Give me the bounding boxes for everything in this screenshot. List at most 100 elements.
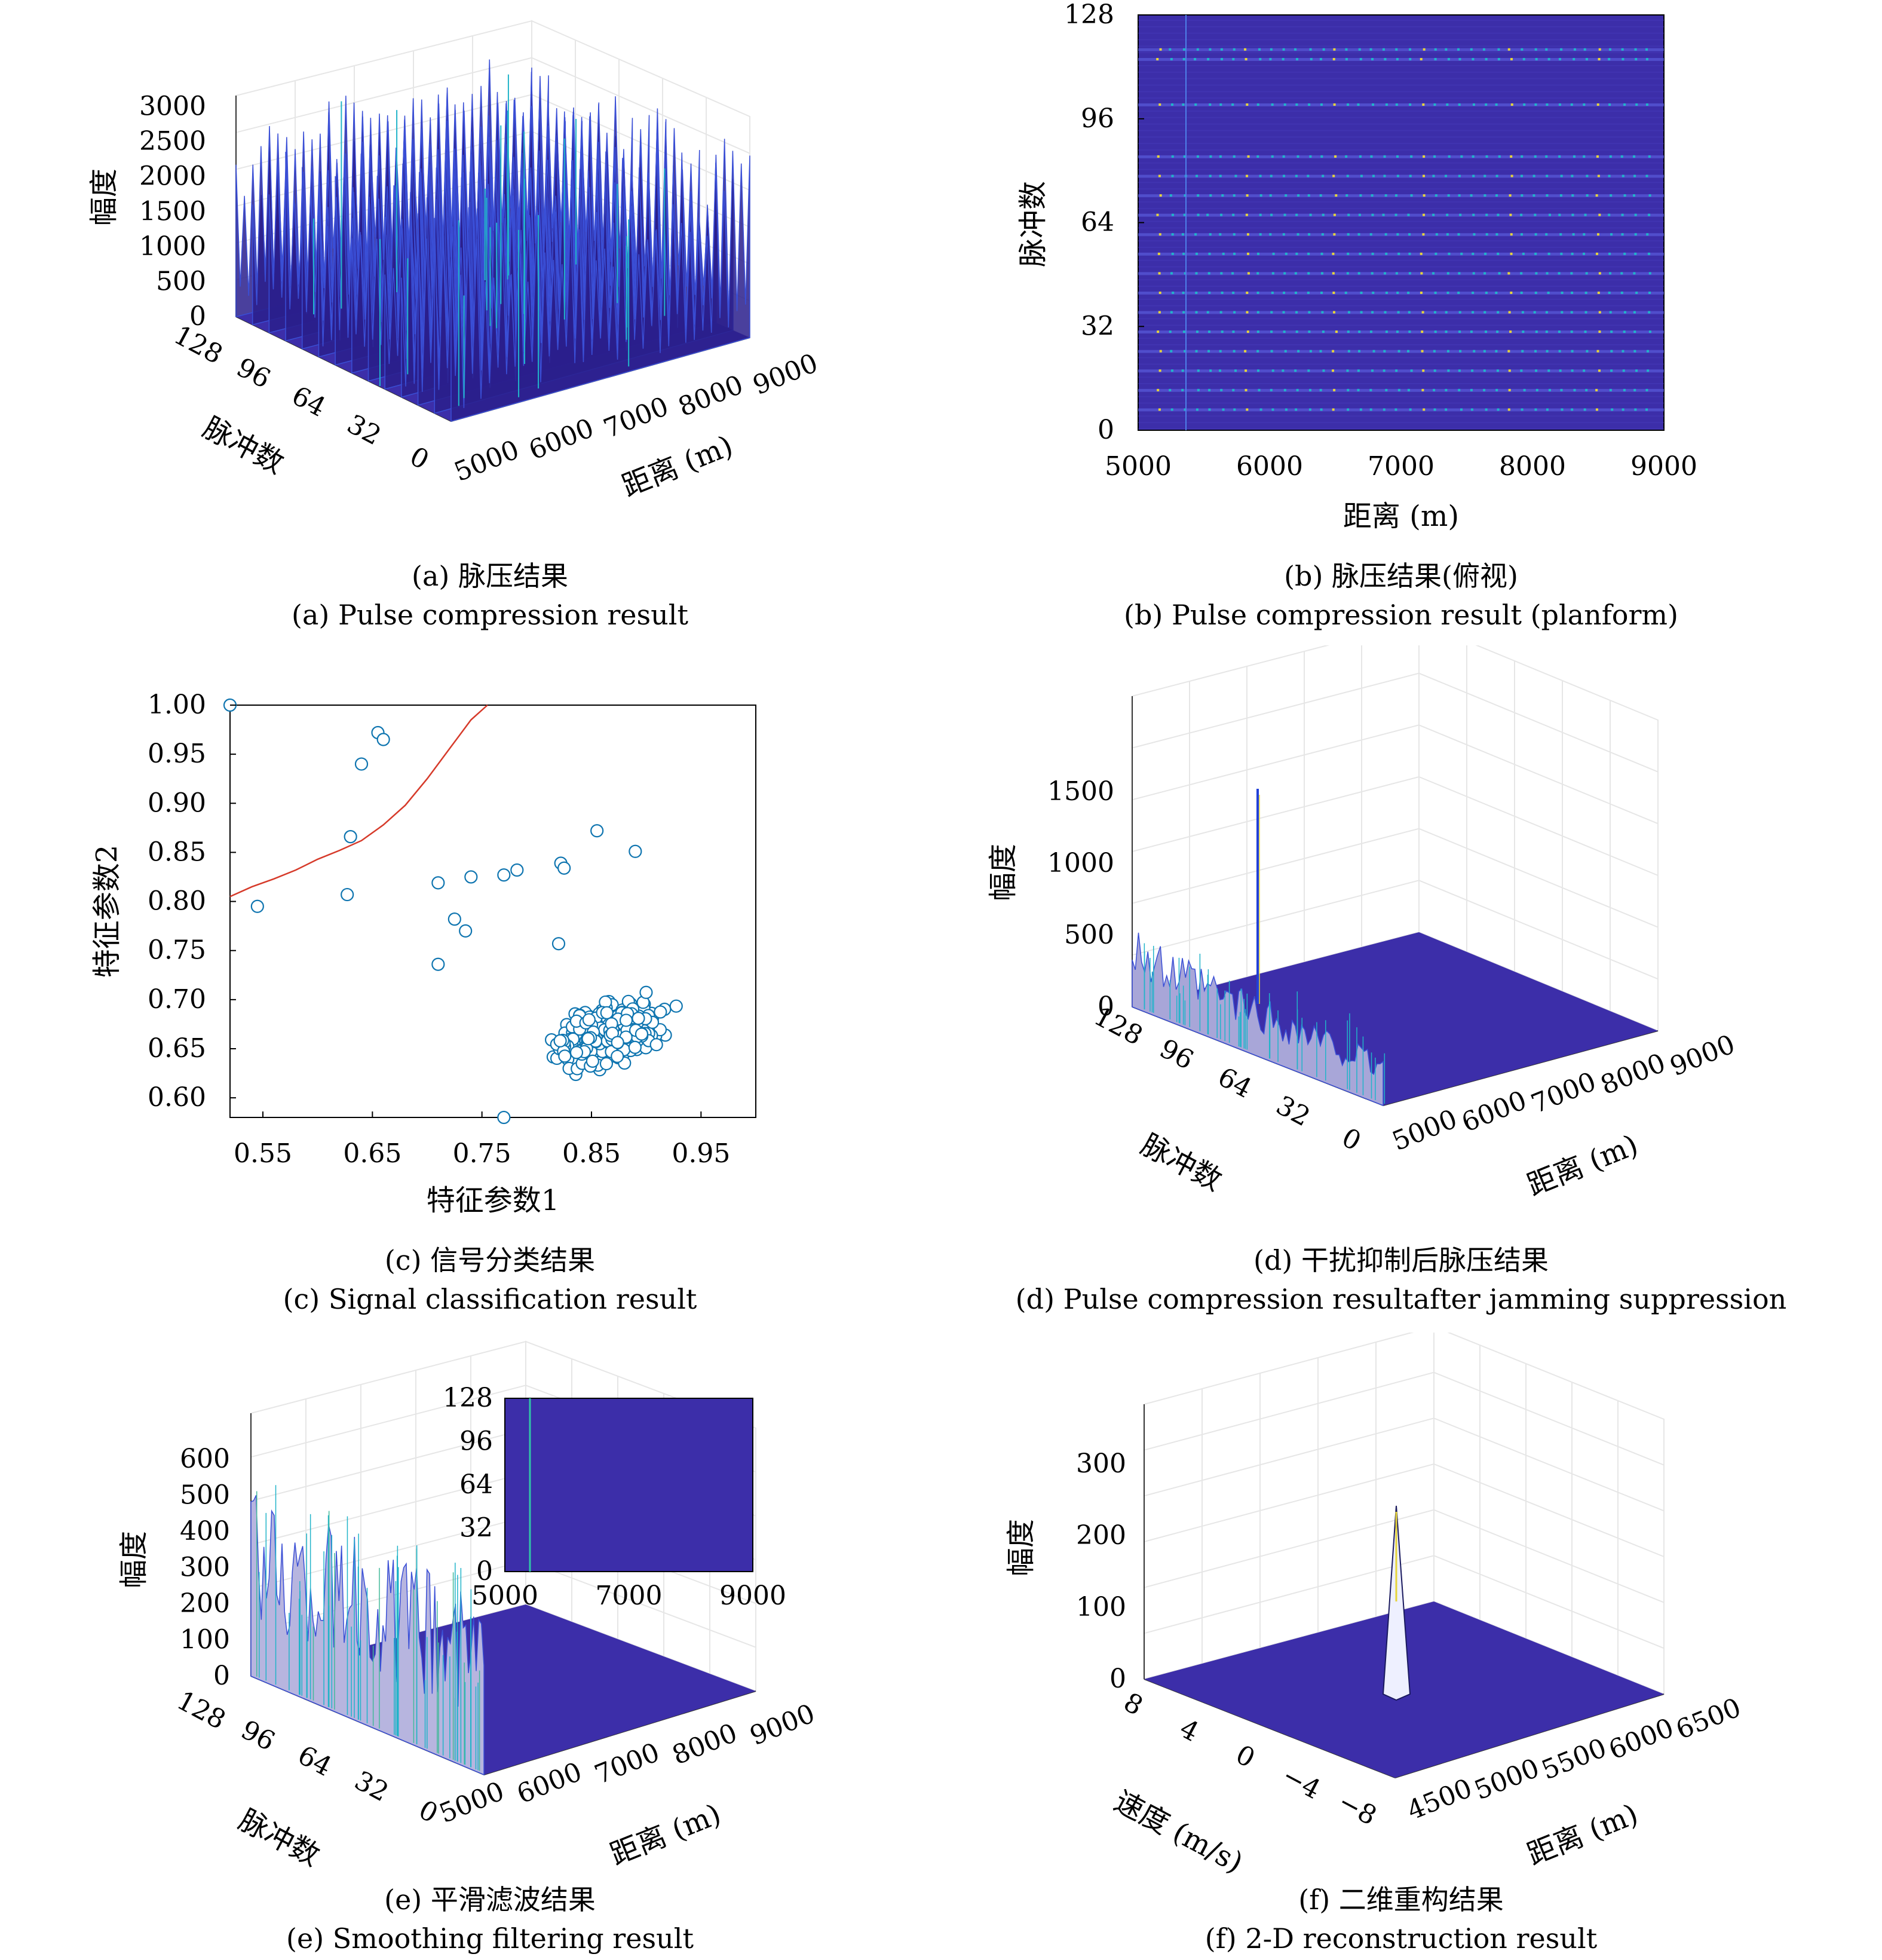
bright-dot-b: [1321, 311, 1324, 314]
bright-dot-b: [1382, 213, 1385, 216]
bright-dot-b: [1470, 408, 1473, 411]
bright-dot-b: [1634, 408, 1637, 411]
bright-dot-b: [1633, 350, 1636, 353]
axes-3d-d: [1132, 645, 1659, 1107]
range-tick-d: 9000: [1666, 1029, 1739, 1082]
bright-dot-b: [1420, 252, 1423, 255]
bright-dot-b: [1522, 330, 1525, 333]
bright-dot-b: [1369, 408, 1372, 411]
bright-dot-b: [1295, 174, 1298, 177]
caption-cn-b: (b) 脉压结果(俯视): [1284, 560, 1518, 592]
grid-line: [1144, 1371, 1665, 1466]
bright-dot-b: [1585, 58, 1588, 61]
bright-dot-b: [1520, 291, 1523, 294]
bright-dot-b: [1271, 369, 1274, 372]
bright-dot-b: [1558, 330, 1561, 333]
bright-dot-b: [1445, 330, 1448, 333]
bright-dot-b: [1347, 252, 1350, 255]
bright-dot-b: [1498, 272, 1501, 275]
bright-dot-b: [1534, 103, 1537, 106]
bright-dot-b: [1546, 272, 1549, 275]
bright-dot-b: [1220, 272, 1223, 275]
bright-dot-b: [1520, 233, 1523, 236]
bright-dot-b: [1535, 369, 1538, 372]
bright-dot-b: [1559, 233, 1562, 236]
bright-dot-b: [1496, 330, 1499, 333]
bright-dot-b: [1233, 350, 1236, 353]
grid-line: [1132, 672, 1659, 773]
bright-dot-b: [1460, 408, 1463, 411]
bright-dot-b: [1497, 311, 1500, 314]
bright-dot-b: [1571, 194, 1574, 197]
bright-dot-b: [1510, 155, 1513, 158]
bright-dot-b: [1182, 330, 1185, 333]
bright-dot-b: [1396, 174, 1399, 177]
range-tick-e: 5000: [435, 1776, 508, 1829]
bright-dot-b: [1507, 350, 1510, 353]
surface-floor-d: [1132, 932, 1658, 1105]
bright-dot-b: [1621, 213, 1624, 216]
bright-dot-b: [1209, 155, 1212, 158]
bright-dot-b: [1458, 103, 1461, 106]
bright-dot-b: [1246, 311, 1249, 314]
bright-dot-b: [1158, 311, 1161, 314]
bright-dot-b: [1320, 103, 1323, 106]
data-point-c: [611, 1036, 624, 1049]
bright-dot-b: [1384, 194, 1387, 197]
range-tick-f: 6500: [1672, 1692, 1745, 1745]
bright-dot-b: [1271, 408, 1274, 411]
scatter-points-c: [223, 698, 683, 1125]
bright-dot-b: [1621, 48, 1624, 51]
data-point-c: [639, 985, 653, 999]
texture-row-b: [1138, 357, 1664, 359]
bright-dot-b: [1182, 58, 1185, 61]
bright-dot-b: [1197, 388, 1200, 391]
bright-dot-b: [1333, 48, 1336, 51]
bright-dot-b: [1396, 291, 1399, 294]
bright-dot-b: [1320, 291, 1323, 294]
bright-dot-b: [1472, 311, 1475, 314]
bright-dot-b: [1245, 213, 1248, 216]
bright-dot-b: [1206, 213, 1209, 216]
bright-dot-b: [1307, 291, 1310, 294]
x-tick-b: 9000: [1630, 451, 1697, 482]
bright-dot-b: [1608, 103, 1611, 106]
texture-row-b: [1138, 201, 1664, 203]
outlier-point-c: [497, 868, 511, 882]
bright-dot-b: [1397, 388, 1400, 391]
bright-dot-b: [1270, 311, 1273, 314]
bright-dot-b: [1320, 408, 1323, 411]
range-tick-e: 8000: [668, 1717, 741, 1771]
bright-dot-b: [1409, 408, 1412, 411]
bright-dot-b: [1458, 272, 1461, 275]
bright-dot-b: [1423, 155, 1426, 158]
bright-dot-b: [1395, 103, 1398, 106]
bright-dot-b: [1320, 155, 1323, 158]
bright-dot-b: [1508, 388, 1511, 391]
bright-dot-b: [1256, 155, 1259, 158]
x-tick-c: 0.55: [234, 1138, 292, 1169]
bright-dot-b: [1383, 155, 1386, 158]
data-point-c: [558, 1049, 572, 1063]
bright-dot-b: [1423, 213, 1426, 216]
texture-row-b: [1138, 52, 1664, 54]
bright-dot-b: [1457, 233, 1460, 236]
bright-dot-b: [1396, 233, 1399, 236]
bright-dot-b: [1357, 369, 1360, 372]
z-tick-e: 200: [180, 1588, 230, 1619]
bright-dot-b: [1397, 252, 1400, 255]
bright-dot-b: [1371, 311, 1374, 314]
bright-dot-b: [1609, 388, 1612, 391]
bright-dot-b: [1534, 48, 1537, 51]
bright-dot-b: [1282, 58, 1285, 61]
bright-dot-b: [1483, 369, 1486, 372]
pulse-axis-label-d: 脉冲数: [1136, 1128, 1227, 1198]
bright-dot-b: [1332, 350, 1335, 353]
bright-dot-b: [1383, 350, 1386, 353]
texture-row-b: [1138, 110, 1664, 112]
pulse-tick-d: 64: [1213, 1062, 1256, 1104]
bright-dot-b: [1269, 194, 1272, 197]
bright-dot-b: [1472, 213, 1475, 216]
y-tick-c: 0.80: [148, 886, 206, 917]
bright-dot-b: [1409, 58, 1412, 61]
